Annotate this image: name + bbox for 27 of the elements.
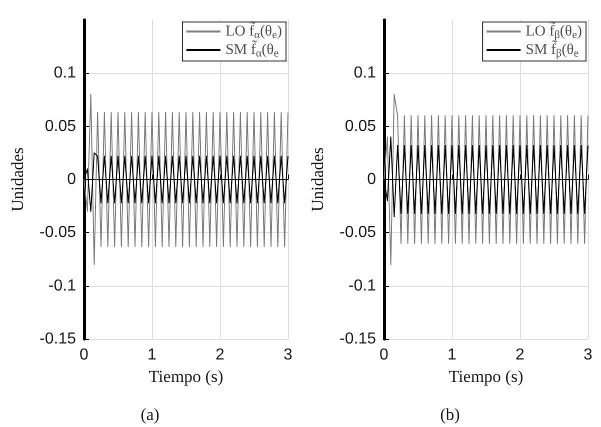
text: (a) <box>140 405 160 424</box>
y-axis-title: Unidades <box>8 147 27 212</box>
x-tick-label: 3 <box>284 346 293 364</box>
x-tick-label: 2 <box>516 346 525 364</box>
x-tick-label: 0 <box>80 346 89 364</box>
y-tick-label: 0 <box>67 171 76 188</box>
y-tick-label: -0.15 <box>40 330 76 348</box>
y-tick-label: -0.05 <box>40 224 76 242</box>
line-series <box>84 94 288 266</box>
y-tick-label: 0.05 <box>44 118 76 135</box>
x-tick-label: 1 <box>148 346 157 364</box>
y-tick-label: -0.1 <box>48 277 76 294</box>
y-tick-label: -0.15 <box>340 330 376 348</box>
x-tick-label: 3 <box>584 346 593 364</box>
y-tick-label: 0.1 <box>54 64 76 82</box>
y-tick-label: 0 <box>367 171 376 188</box>
y-tick-label: 0.05 <box>344 118 376 135</box>
x-tick-label: 2 <box>216 346 225 364</box>
x-tick-label: 1 <box>448 346 457 364</box>
y-tick-label: 0.1 <box>354 64 376 82</box>
x-axis-title: Tiempo (s) <box>148 366 224 386</box>
text: (b) <box>440 405 460 424</box>
y-tick-label: -0.05 <box>340 224 376 242</box>
y-tick-label: -0.1 <box>348 277 376 294</box>
y-axis-title: Unidades <box>308 147 327 212</box>
x-tick-label: 0 <box>380 346 389 364</box>
x-axis-title: Tiempo (s) <box>448 366 524 386</box>
